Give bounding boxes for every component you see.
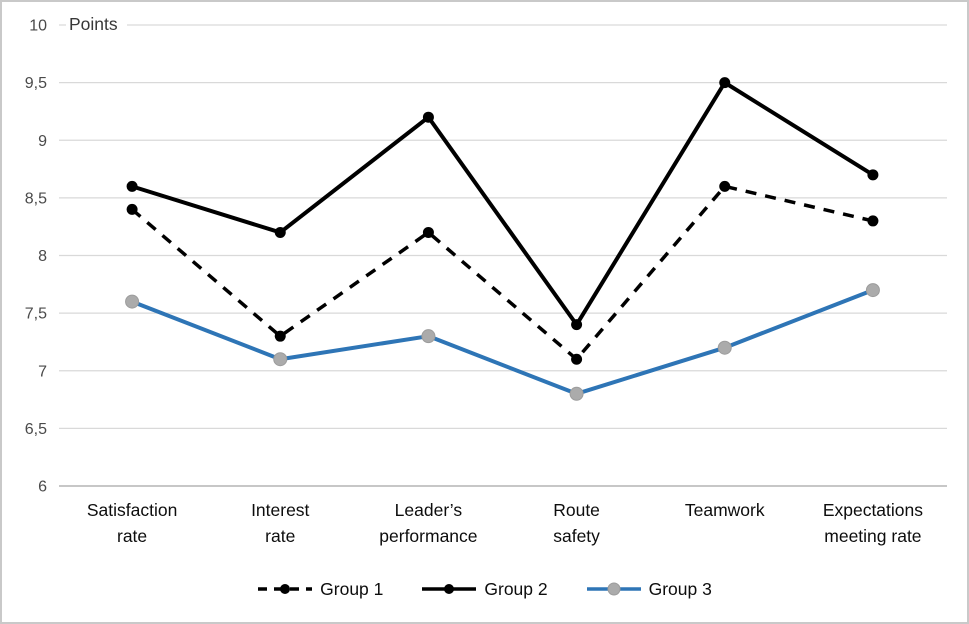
x-category-label: Leader’s performance	[379, 500, 477, 546]
x-category-label: Teamwork	[685, 500, 765, 520]
series-line-3	[130, 288, 875, 396]
legend-item-group3: Group 3	[586, 577, 712, 601]
legend-label-group1: Group 1	[320, 579, 384, 599]
data-point-3	[865, 283, 880, 298]
data-point-1	[867, 215, 879, 227]
data-point-2	[274, 226, 286, 238]
legend-sample-marker	[607, 582, 621, 596]
data-point-3	[717, 340, 732, 355]
legend-item-group2: Group 2	[421, 577, 548, 601]
data-point-2	[422, 111, 434, 123]
y-tick-label: 6	[38, 479, 47, 496]
legend-label-group3: Group 3	[648, 579, 712, 599]
legend-label-group2: Group 2	[484, 579, 548, 599]
legend-sample-marker	[444, 584, 455, 594]
data-point-1	[571, 353, 583, 365]
data-point-2	[126, 180, 138, 192]
data-point-1	[126, 203, 138, 215]
y-tick-label: 9,5	[25, 75, 47, 92]
data-point-3	[273, 352, 288, 367]
legend-line-sample-group1	[258, 584, 313, 594]
y-tick-label: 10	[29, 18, 47, 35]
legend-item-group1: Group 1	[257, 577, 383, 601]
data-point-2	[867, 169, 879, 181]
data-point-2	[719, 77, 731, 89]
x-category-label: Expectations meeting rate	[823, 500, 923, 546]
data-point-1	[274, 330, 286, 342]
legend-line-sample-group2	[422, 584, 477, 594]
series-line-1	[130, 184, 874, 361]
y-tick-label: 7,5	[25, 306, 47, 323]
x-category-label: Route safety	[553, 500, 600, 546]
data-point-2	[571, 319, 583, 331]
x-category-label: Satisfaction rate	[87, 500, 177, 546]
y-tick-label: 8,5	[25, 190, 47, 207]
y-axis-title: Points	[66, 13, 127, 37]
data-point-1	[719, 180, 731, 192]
y-tick-label: 6,5	[25, 421, 47, 438]
data-point-3	[125, 294, 140, 309]
x-category-label: Interest rate	[251, 500, 309, 546]
data-point-3	[421, 329, 436, 344]
legend-sample-marker	[280, 584, 291, 594]
data-point-3	[569, 386, 584, 401]
series-line-2	[130, 80, 875, 327]
legend: Group 1 Group 2 Group 3	[2, 577, 967, 601]
y-tick-label: 9	[38, 133, 47, 150]
legend-line-sample-group3	[586, 582, 641, 596]
data-point-1	[422, 226, 434, 238]
y-tick-label: 7	[38, 363, 47, 380]
line-chart-plot-area: 10 9,5 9 8,5 8 7,5 7 6,5 6 Satisfaction rate Intere…	[25, 18, 947, 546]
y-tick-label: 8	[38, 248, 47, 265]
